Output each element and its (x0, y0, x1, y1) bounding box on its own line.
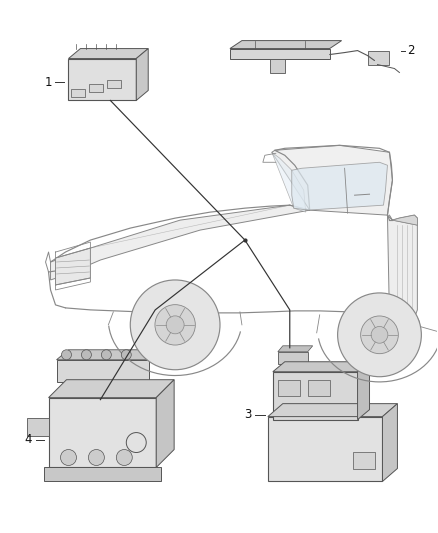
Circle shape (60, 449, 77, 465)
Bar (308, 379, 330, 395)
Bar (71, 90, 85, 98)
Text: 4: 4 (25, 433, 32, 446)
Text: 1: 1 (45, 76, 52, 89)
Circle shape (117, 449, 132, 465)
Bar (27, 417, 49, 435)
Polygon shape (136, 49, 148, 100)
Bar (49, 398, 156, 467)
Circle shape (338, 293, 421, 377)
Bar (278, 352, 308, 364)
Bar (353, 451, 374, 470)
Polygon shape (357, 362, 370, 419)
Bar (89, 84, 103, 92)
Bar (107, 80, 121, 88)
Polygon shape (57, 350, 161, 360)
Polygon shape (273, 362, 370, 372)
Polygon shape (230, 41, 342, 49)
Circle shape (101, 350, 111, 360)
Bar (43, 467, 161, 481)
Bar (273, 372, 357, 419)
Circle shape (121, 350, 131, 360)
Bar (278, 379, 300, 395)
Polygon shape (49, 379, 174, 398)
Polygon shape (388, 215, 417, 318)
Bar (68, 59, 136, 100)
Bar (268, 417, 382, 481)
Polygon shape (270, 59, 285, 72)
Circle shape (166, 316, 184, 334)
Circle shape (88, 449, 104, 465)
Circle shape (81, 350, 92, 360)
Polygon shape (230, 49, 330, 59)
Polygon shape (392, 215, 417, 225)
Circle shape (61, 350, 71, 360)
Circle shape (360, 316, 398, 354)
Bar (367, 51, 389, 64)
Text: 2: 2 (407, 44, 415, 57)
Polygon shape (272, 152, 306, 212)
Polygon shape (272, 146, 392, 215)
Polygon shape (268, 403, 397, 417)
Polygon shape (50, 205, 310, 280)
Polygon shape (68, 49, 148, 59)
Polygon shape (56, 248, 90, 285)
Bar (57, 360, 149, 382)
Polygon shape (292, 162, 388, 210)
Circle shape (371, 326, 388, 343)
Polygon shape (156, 379, 174, 467)
Circle shape (130, 280, 220, 370)
Polygon shape (278, 346, 313, 352)
Circle shape (155, 305, 195, 345)
Polygon shape (382, 403, 397, 481)
Text: 3: 3 (244, 408, 251, 421)
